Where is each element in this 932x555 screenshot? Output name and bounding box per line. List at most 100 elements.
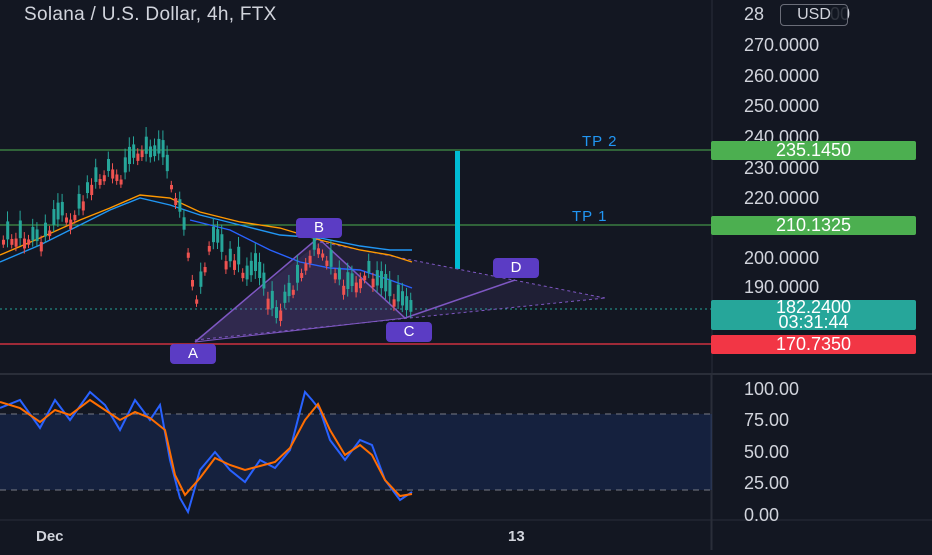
candle-body — [14, 238, 18, 247]
candle-body — [283, 291, 287, 303]
point-b-label[interactable]: B — [296, 218, 342, 238]
candle-body — [401, 291, 404, 306]
candle-body — [333, 273, 337, 280]
price-candles — [2, 127, 413, 327]
candle-body — [60, 201, 64, 216]
price-tick: 260.0000 — [744, 66, 820, 86]
candle-body — [115, 174, 119, 181]
candle-body — [258, 261, 262, 278]
candle-body — [371, 278, 375, 288]
tp2-text[interactable]: TP 2 — [582, 133, 618, 150]
abcd-pattern — [194, 237, 516, 343]
candle-body — [27, 239, 31, 245]
candle-body — [224, 261, 228, 270]
candle-body — [73, 214, 77, 221]
candle-body — [308, 255, 312, 264]
candle-body — [220, 234, 224, 252]
candle-body — [291, 289, 295, 295]
oscillator-lines — [0, 389, 413, 515]
candle-body — [338, 267, 341, 280]
candle-body — [228, 248, 232, 262]
candle-body — [56, 202, 60, 220]
price-tick: 230.0000 — [744, 158, 820, 178]
candle-body — [396, 284, 400, 302]
candle-body — [191, 280, 194, 287]
price-tick: 270.0000 — [744, 35, 820, 55]
point-d-label[interactable]: D — [493, 258, 539, 278]
candle-body — [119, 179, 123, 185]
current-price: 182.2400 — [775, 297, 852, 317]
candle-body — [44, 222, 47, 237]
candle-body — [170, 185, 173, 190]
abc-fill — [195, 238, 405, 342]
candle-body — [94, 167, 98, 182]
candle-body — [245, 265, 249, 280]
price-tick: 200.0000 — [744, 248, 820, 268]
candle-body — [174, 198, 178, 206]
target-bar — [455, 151, 460, 269]
osc-tick: 100.00 — [744, 379, 800, 399]
candle-body — [392, 299, 396, 307]
ma-blue — [0, 197, 412, 263]
currency-button[interactable]: USD — [780, 4, 848, 26]
candle-body — [186, 252, 190, 258]
candle-body — [65, 217, 68, 223]
point-a-label[interactable]: A — [170, 344, 216, 364]
candle-body — [136, 153, 140, 161]
candle-body — [384, 274, 388, 292]
candle-body — [39, 241, 43, 252]
candle-body — [153, 145, 157, 157]
stop-price-label: 170.7350 — [711, 335, 916, 354]
candle-body — [69, 219, 73, 230]
candle-body — [329, 249, 333, 267]
candle-body — [2, 239, 5, 245]
tp1-price-label: 210.1325 — [711, 216, 916, 235]
candle-body — [178, 199, 182, 212]
candle-body — [350, 273, 354, 286]
candle-body — [81, 201, 85, 211]
bar-countdown: 03:31:44 — [778, 312, 849, 332]
candle-body — [195, 299, 199, 304]
candle-body — [182, 217, 186, 230]
osc-tick: 50.00 — [744, 442, 790, 462]
candle-body — [144, 136, 148, 154]
candle-body — [405, 296, 409, 311]
candle-body — [388, 280, 392, 297]
osc-tick: 75.00 — [744, 410, 790, 430]
symbol-title[interactable]: Solana / U.S. Dollar, 4h, FTX — [24, 4, 277, 25]
candle-body — [203, 267, 207, 273]
candle-body — [409, 300, 413, 312]
candle-body — [199, 271, 203, 287]
ac-line — [194, 317, 406, 343]
candle-body — [354, 282, 358, 293]
point-c-label[interactable]: C — [386, 322, 432, 342]
candle-body — [140, 150, 144, 158]
candle-body — [161, 140, 165, 158]
tp2-price-label: 235.1450 — [711, 141, 916, 160]
osc-tick: 25.00 — [744, 473, 790, 493]
candle-body — [23, 238, 26, 249]
osc-tick: 0.00 — [744, 505, 780, 525]
candle-body — [325, 260, 329, 266]
ma-orange — [0, 194, 413, 263]
candle-body — [380, 271, 383, 289]
candle-body — [157, 138, 161, 154]
candle-body — [18, 220, 22, 239]
candle-body — [266, 298, 270, 310]
candle-body — [216, 229, 220, 243]
candle-body — [321, 253, 325, 258]
candle-body — [128, 146, 131, 164]
candle-body — [31, 226, 35, 241]
candle-body — [35, 229, 39, 242]
candle-body — [312, 236, 316, 250]
candle-body — [237, 246, 241, 265]
candle-body — [287, 282, 291, 297]
candle-body — [249, 260, 253, 276]
candle-body — [296, 264, 299, 283]
candle-body — [342, 285, 346, 295]
candle-body — [241, 272, 245, 279]
tp1-text[interactable]: TP 1 — [572, 208, 608, 225]
candle-body — [317, 248, 320, 255]
